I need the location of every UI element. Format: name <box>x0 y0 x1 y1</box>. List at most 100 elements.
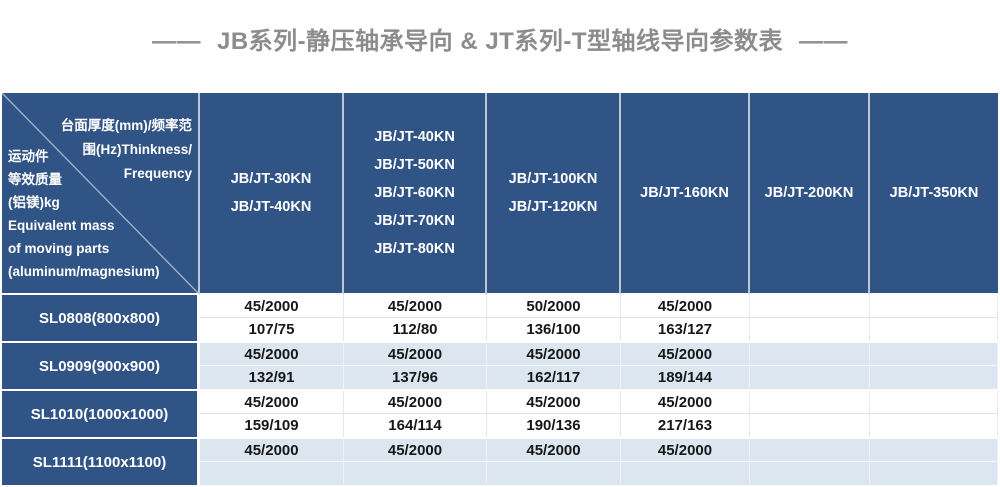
data-cell <box>870 343 998 366</box>
data-cell <box>750 295 870 318</box>
column-header-200kn: JB/JT-200KN <box>750 93 870 295</box>
data-cell <box>750 414 870 437</box>
column-header-line: JB/JT-350KN <box>889 185 979 201</box>
data-cell <box>870 414 998 437</box>
data-cell <box>750 462 870 485</box>
data-column: 45/2000 132/91 <box>200 343 344 389</box>
data-cell: 163/127 <box>621 318 750 341</box>
column-header-line: JB/JT-40KN <box>230 199 312 215</box>
table-row-group-sl1010: SL1010(1000x1000) 45/2000 159/109 45/200… <box>2 391 998 439</box>
data-column: 45/2000 <box>344 439 487 485</box>
corner-line: of moving parts <box>8 241 110 256</box>
data-column: 45/2000 137/96 <box>344 343 487 389</box>
data-column <box>750 439 870 485</box>
data-cell: 190/136 <box>487 414 621 437</box>
column-header-line: JB/JT-200KN <box>764 185 854 201</box>
data-column <box>870 439 998 485</box>
corner-header-cell: 台面厚度(mm)/频率范 围(Hz)Thinkness/ Frequency 运… <box>2 93 200 295</box>
data-column: 45/2000 107/75 <box>200 295 344 341</box>
row-label: SL1010(1000x1000) <box>2 391 200 437</box>
table-row-group-sl1111: SL1111(1100x1100) 45/2000 45/2000 45/200… <box>2 439 998 487</box>
data-cell: 137/96 <box>344 366 487 389</box>
table-row-group-sl0909: SL0909(900x900) 45/2000 132/91 45/2000 1… <box>2 343 998 391</box>
corner-line: (aluminum/magnesium) <box>8 264 160 279</box>
column-header-line: JB/JT-40KN <box>374 129 455 145</box>
data-column: 45/2000 190/136 <box>487 391 621 437</box>
data-cell <box>200 462 344 485</box>
data-column <box>750 391 870 437</box>
column-header-line: JB/JT-60KN <box>374 185 455 201</box>
corner-line: 运动件 <box>8 149 49 164</box>
data-column: 45/2000 163/127 <box>621 295 750 341</box>
table-row-group-sl0808: SL0808(800x800) 45/2000 107/75 45/2000 1… <box>2 295 998 343</box>
data-cell <box>870 462 998 485</box>
corner-line: 围(Hz)Thinkness/ <box>82 142 192 157</box>
data-column: 45/2000 189/144 <box>621 343 750 389</box>
data-column: 45/2000 <box>621 439 750 485</box>
corner-line: (铝镁)kg <box>8 195 60 210</box>
data-column <box>870 343 998 389</box>
column-header-40-80kn: JB/JT-40KN JB/JT-50KN JB/JT-60KN JB/JT-7… <box>344 93 487 295</box>
data-cell: 164/114 <box>344 414 487 437</box>
data-cell: 45/2000 <box>344 295 487 318</box>
data-cell <box>750 391 870 414</box>
row-label: SL0909(900x900) <box>2 343 200 389</box>
data-column: 50/2000 136/100 <box>487 295 621 341</box>
data-cell: 107/75 <box>200 318 344 341</box>
data-cell: 112/80 <box>344 318 487 341</box>
data-cell <box>750 439 870 462</box>
data-cell: 217/163 <box>621 414 750 437</box>
column-header-line: JB/JT-80KN <box>374 241 455 257</box>
data-column: 45/2000 162/117 <box>487 343 621 389</box>
page-title: —— JB系列-静压轴承导向 & JT系列-T型轴线导向参数表 —— <box>0 21 1000 56</box>
corner-top-right-text: 台面厚度(mm)/频率范 围(Hz)Thinkness/ Frequency <box>61 114 192 186</box>
column-header-350kn: JB/JT-350KN <box>870 93 998 295</box>
column-header-160kn: JB/JT-160KN <box>621 93 750 295</box>
title-dash-right: —— <box>799 28 848 55</box>
data-cell: 162/117 <box>487 366 621 389</box>
corner-line: 台面厚度(mm)/频率范 <box>60 118 192 133</box>
data-cell: 159/109 <box>200 414 344 437</box>
data-cell: 132/91 <box>200 366 344 389</box>
parameter-table: 台面厚度(mm)/频率范 围(Hz)Thinkness/ Frequency 运… <box>2 93 998 487</box>
data-column: 45/2000 164/114 <box>344 391 487 437</box>
column-header-30-40kn: JB/JT-30KN JB/JT-40KN <box>200 93 344 295</box>
data-cell: 45/2000 <box>621 295 750 318</box>
column-header-line: JB/JT-30KN <box>230 171 312 187</box>
data-column: 45/2000 112/80 <box>344 295 487 341</box>
data-cell: 50/2000 <box>487 295 621 318</box>
column-header-100-120kn: JB/JT-100KN JB/JT-120KN <box>487 93 621 295</box>
corner-line: Frequency <box>123 166 192 181</box>
corner-line: Equivalent mass <box>8 218 115 233</box>
diagonal-divider-line <box>2 93 198 293</box>
data-cell: 45/2000 <box>621 343 750 366</box>
data-column: 45/2000 <box>200 439 344 485</box>
data-cell <box>870 366 998 389</box>
data-cell <box>870 318 998 341</box>
data-cell <box>870 295 998 318</box>
data-cell <box>621 462 750 485</box>
data-cell: 45/2000 <box>621 439 750 462</box>
data-cell <box>750 366 870 389</box>
data-cell: 45/2000 <box>487 391 621 414</box>
title-dash-left: —— <box>152 28 201 55</box>
data-cell <box>344 462 487 485</box>
data-column: 45/2000 217/163 <box>621 391 750 437</box>
column-header-line: JB/JT-120KN <box>508 199 598 215</box>
data-cell: 45/2000 <box>200 391 344 414</box>
column-header-line: JB/JT-70KN <box>374 213 455 229</box>
data-column: 45/2000 159/109 <box>200 391 344 437</box>
column-header-line: JB/JT-160KN <box>640 185 729 201</box>
data-cell <box>750 343 870 366</box>
data-cell: 45/2000 <box>487 439 621 462</box>
data-cell: 45/2000 <box>200 343 344 366</box>
data-cell <box>870 391 998 414</box>
row-label: SL0808(800x800) <box>2 295 200 341</box>
data-cell: 136/100 <box>487 318 621 341</box>
data-column <box>870 295 998 341</box>
table-header-row: 台面厚度(mm)/频率范 围(Hz)Thinkness/ Frequency 运… <box>2 93 998 295</box>
data-cell <box>750 318 870 341</box>
data-cell: 189/144 <box>621 366 750 389</box>
corner-line: 等效质量 <box>8 172 62 187</box>
column-header-line: JB/JT-50KN <box>374 157 455 173</box>
